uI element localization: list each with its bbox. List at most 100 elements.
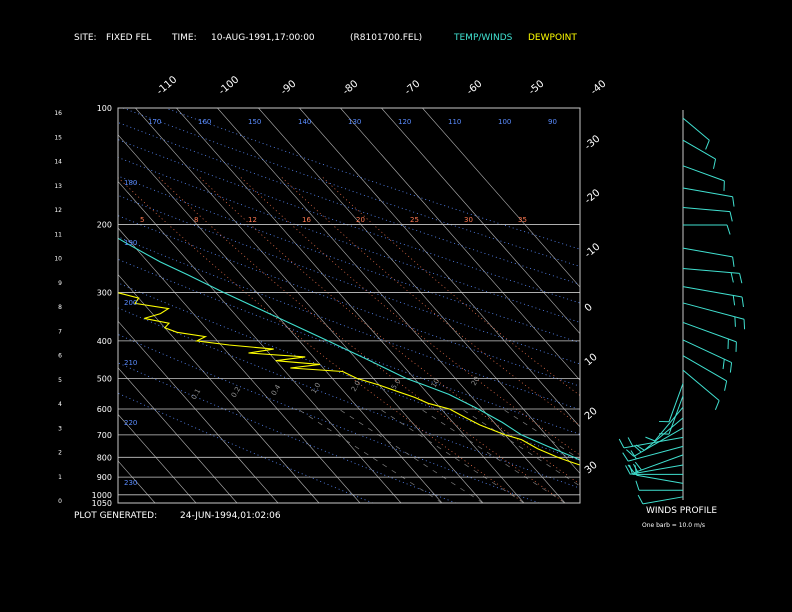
isotherm-line: [118, 134, 443, 503]
right-temp-label: -30: [583, 133, 603, 152]
theta-e-label: 30: [464, 216, 473, 224]
right-temp-label: 20: [583, 406, 600, 423]
file-name: (R8101700.FEL): [350, 33, 423, 43]
wind-barb-flag: [633, 445, 642, 453]
height-tick-label: 11: [54, 231, 62, 238]
isotherm-line: [0, 108, 73, 503]
wind-barb: [682, 355, 727, 382]
wind-barb-flag: [635, 480, 640, 491]
top-temp-label: -40: [589, 78, 609, 97]
dry-adiabat: [118, 215, 580, 387]
dry-adiabat-label: 150: [248, 118, 261, 126]
wind-barb-flag: [732, 295, 736, 306]
isotherm-line: [118, 320, 279, 503]
wind-barb-flag: [714, 400, 720, 410]
wind-barb-flag: [630, 450, 637, 460]
dry-adiabat-label: 200: [124, 299, 137, 307]
wind-barb-flag: [625, 465, 631, 475]
wind-barb: [682, 139, 716, 160]
wind-barb: [633, 427, 684, 457]
wind-barb-flag: [732, 196, 735, 207]
height-tick-label: 1: [58, 474, 62, 481]
dry-adiabat-label: 180: [124, 179, 137, 187]
wind-barb: [682, 247, 733, 258]
pressure-label: 1000: [92, 491, 112, 500]
winds-profile-title: WINDS PROFILE: [646, 506, 718, 516]
height-tick-label: 4: [58, 401, 62, 408]
height-tick-label: 3: [58, 425, 62, 432]
dry-adiabat-label: 230: [124, 479, 137, 487]
isotherm-line: [118, 180, 402, 503]
isotherm-line: [0, 108, 32, 503]
dry-adiabat: [118, 122, 580, 285]
height-tick-label: 14: [54, 159, 62, 166]
site-value: FIXED FEL: [106, 33, 152, 43]
isotherm-line: [258, 108, 580, 474]
mixing-ratio-line: [297, 408, 443, 503]
top-temp-label: -90: [279, 78, 299, 97]
dry-adiabat-label: 130: [348, 118, 361, 126]
wind-barb-flag: [712, 158, 717, 169]
wind-barb: [682, 286, 743, 298]
height-tick-label: 0: [58, 498, 62, 505]
wind-barb-flag: [627, 464, 635, 473]
theta-e-label: 25: [410, 216, 419, 224]
legend-temp: TEMP/WINDS: [454, 33, 513, 43]
dry-adiabat-label: 140: [298, 118, 311, 126]
temperature-profile: [118, 237, 580, 461]
dry-adiabat-label: 100: [498, 118, 511, 126]
dry-adiabat: [118, 194, 580, 365]
dry-adiabat-label: 170: [148, 118, 161, 126]
wind-barb: [633, 454, 684, 474]
wind-barb: [682, 267, 740, 274]
mixing-ratio-label: 0.1: [190, 387, 202, 401]
top-temp-label: -50: [527, 78, 547, 97]
mixing-ratio-line: [461, 408, 580, 487]
height-tick-label: 15: [54, 134, 62, 141]
pressure-label: 1050: [92, 499, 112, 508]
mixing-ratio-label: 5.0: [390, 377, 402, 391]
dry-adiabat-label: 220: [124, 419, 137, 427]
isotherm-line: [381, 108, 580, 335]
dry-adiabat: [118, 334, 540, 503]
plot-frame: [117, 107, 581, 504]
right-temp-label: -10: [583, 241, 603, 260]
height-tick-label: 12: [54, 207, 62, 214]
dewpoint-profile: [118, 292, 580, 466]
dry-adiabat-label: 160: [198, 118, 211, 126]
mixing-ratio-label: 1.0: [310, 381, 322, 395]
plot-area: [0, 108, 580, 503]
wind-barb-flag: [743, 319, 746, 330]
mixing-ratio-label: 0.2: [230, 385, 242, 399]
time-label: TIME:: [172, 33, 197, 43]
height-tick-label: 7: [58, 328, 62, 335]
wind-barb: [682, 187, 733, 198]
height-tick-label: 6: [58, 353, 62, 360]
pressure-label: 900: [97, 473, 112, 482]
wind-barb-flag: [729, 362, 733, 373]
isotherm-line: [135, 108, 484, 503]
height-tick-label: 8: [58, 304, 62, 311]
height-tick-label: 2: [58, 450, 62, 457]
wind-barb: [628, 445, 684, 462]
dry-adiabat: [118, 282, 580, 461]
mixing-ratio-label: 10: [430, 377, 441, 389]
height-tick-label: 9: [58, 280, 62, 287]
top-temp-label: -110: [155, 74, 179, 97]
dry-adiabat: [118, 156, 580, 323]
wind-barb: [642, 496, 684, 505]
wind-barb-flag: [635, 444, 645, 451]
wind-barb: [682, 302, 745, 320]
theta-e-label: 12: [248, 216, 257, 224]
dry-adiabat: [118, 236, 580, 411]
wind-barb-flag: [637, 494, 644, 505]
wind-barb-flag: [626, 449, 635, 457]
dry-adiabat-label: 210: [124, 359, 137, 367]
height-tick-label: 13: [54, 183, 62, 190]
wind-barb: [682, 321, 737, 343]
wind-barb-flag: [634, 461, 642, 471]
isotherm-line: [422, 108, 580, 288]
theta-e-label: 20: [356, 216, 365, 224]
wind-barb-flag: [629, 464, 634, 475]
